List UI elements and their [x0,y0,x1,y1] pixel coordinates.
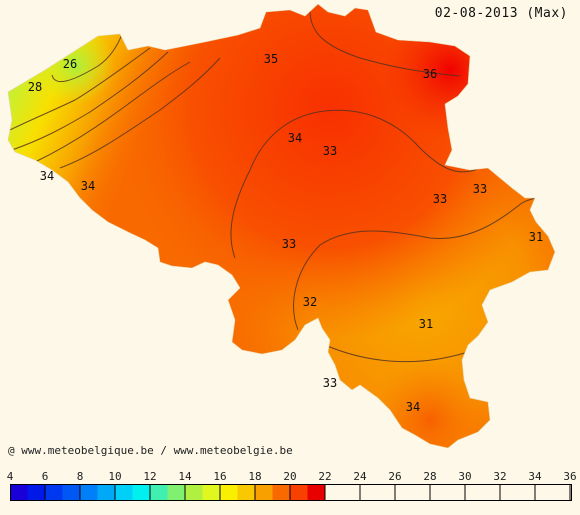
map-date-title: 02-08-2013 (Max) [434,6,568,21]
isotherm-value-label: 32 [303,295,317,309]
scale-color-swatch [115,484,133,501]
isotherm-26 [51,33,123,83]
scale-tick-label: 20 [283,470,297,483]
isotherm-value-label: 28 [28,80,42,94]
scale-tick-label: 28 [423,470,437,483]
scale-tick-label: 14 [178,470,192,483]
scale-border [10,484,572,501]
scale-tick-label: 8 [76,470,84,483]
isotherm-value-label: 26 [63,57,77,71]
credit-text: @ www.meteobelgique.be / www.meteobelgie… [8,444,293,457]
isotherm-31 [324,344,469,363]
scale-color-swatch [272,484,291,501]
isotherm-28 [9,47,151,131]
scale-color-swatch [97,484,116,501]
isotherm-32 [34,61,191,163]
scale-color-swatch [10,484,28,501]
color-scale-bar [10,484,572,501]
scale-color-swatch [62,484,81,501]
scale-tick-label: 10 [108,470,122,483]
isotherm-value-label: 36 [423,67,437,81]
scale-tick-label: 36 [563,470,577,483]
isotherm-value-label: 34 [40,169,54,183]
isotherm-labels: 26 28 34 34 35 36 34 33 33 33 31 33 32 31 33 34 [28,52,543,414]
isotherm-value-label: 31 [529,230,543,244]
scale-tick-label: 16 [213,470,227,483]
isotherm-value-label: 31 [419,317,433,331]
scale-color-swatch [307,484,326,501]
scale-tick-label: 34 [528,470,542,483]
scale-color-swatch [290,484,308,501]
scale-tick-label: 4 [6,470,14,483]
scale-tick-label: 22 [318,470,332,483]
scale-color-swatch [220,484,238,501]
isotherm-value-label: 33 [323,376,337,390]
scale-tick-label: 26 [388,470,402,483]
isotherm-30 [11,51,169,151]
isotherm-34-west [59,57,221,169]
scale-color-swatch [202,484,221,501]
color-scale-labels: 4 6 8 10 12 14 16 18 20 22 24 26 28 30 32 34 36 [0,470,580,484]
scale-color-swatch [237,484,256,501]
scale-tick-label: 32 [493,470,507,483]
scale-color-swatch [255,484,273,501]
scale-color-swatch [150,484,168,501]
scale-color-swatch [185,484,203,501]
scale-color-swatch [45,484,63,501]
scale-tick-label: 24 [353,470,367,483]
isotherm-34-central [230,109,481,259]
scale-tick-label: 30 [458,470,472,483]
scale-tick-label: 12 [143,470,157,483]
scale-color-swatch [132,484,151,501]
isotherm-value-label: 35 [264,52,278,66]
isotherm-value-label: 33 [433,192,447,206]
isotherm-value-label: 33 [473,182,487,196]
scale-color-swatch [80,484,98,501]
isotherm-value-label: 34 [288,131,302,145]
isotherm-value-label: 34 [406,400,420,414]
scale-color-swatch [27,484,46,501]
isotherm-value-label: 34 [81,179,95,193]
isotherm-33 [293,197,536,331]
scale-color-swatch [167,484,186,501]
isotherm-value-label: 33 [282,237,296,251]
isotherm-36 [309,9,461,77]
isotherm-value-label: 33 [323,144,337,158]
scale-tick-label: 6 [41,470,49,483]
scale-tick-label: 18 [248,470,262,483]
